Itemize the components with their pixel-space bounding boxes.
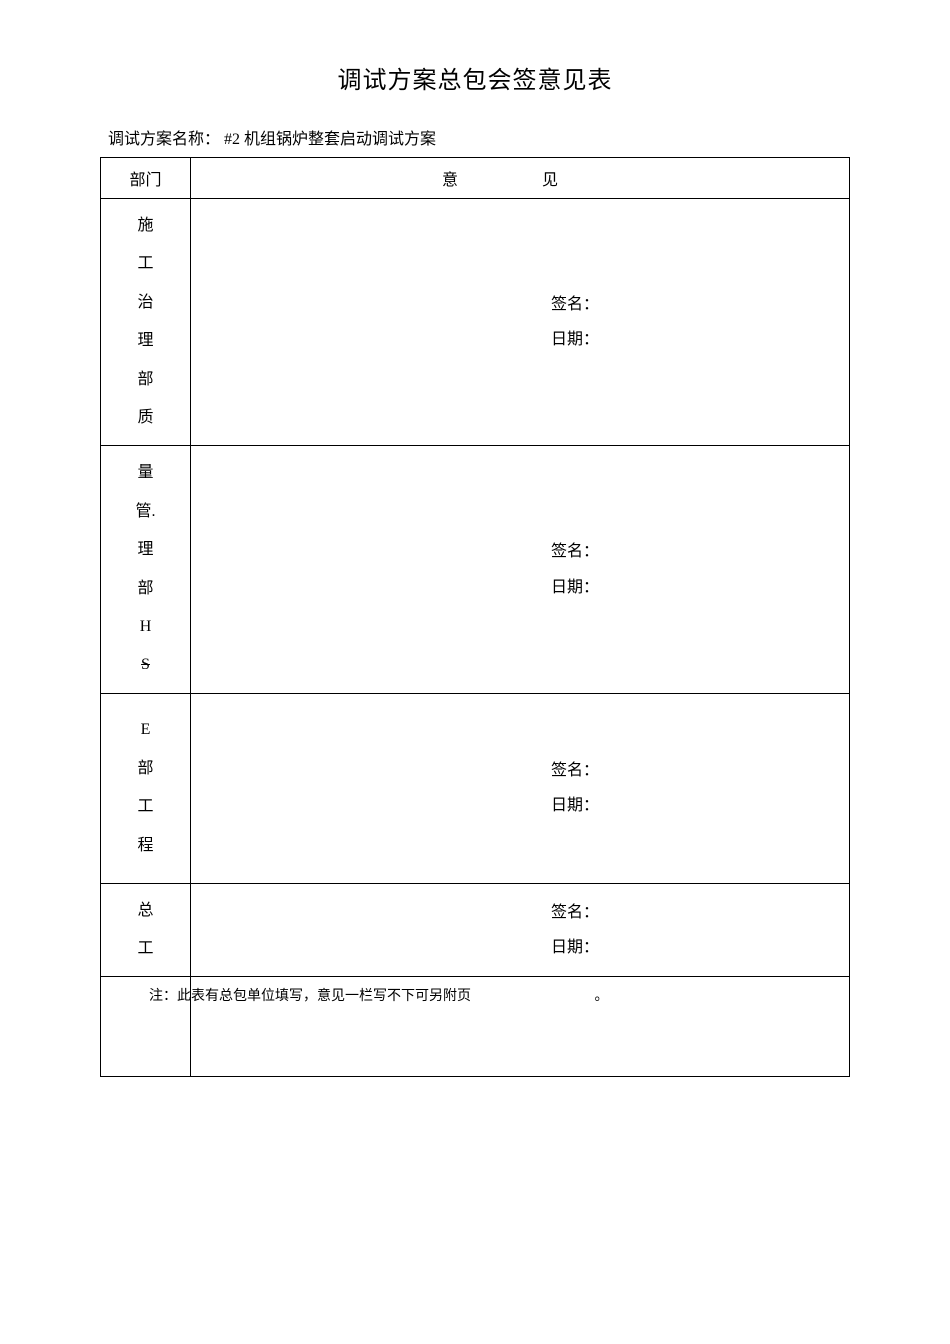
dept-label-2: 量 管. 理 部 H S xyxy=(101,454,190,684)
signature-label: 签名： xyxy=(551,895,829,930)
date-label: 日期： xyxy=(551,930,829,965)
dept-label-3: E 部 工 程 xyxy=(101,711,190,865)
opinion-cell-2: 签名： 日期： xyxy=(191,446,850,693)
dept-char: 质 xyxy=(137,399,153,437)
dept-cell-1: 施 工 治 理 部 质 xyxy=(101,199,191,446)
note-content: 注：此表有总包单位填写，意见一栏写不下可另附页 xyxy=(149,989,471,1004)
page-title: 调试方案总包会签意见表 xyxy=(100,60,850,95)
opinion-cell-1: 签名： 日期： xyxy=(191,199,850,446)
dept-char: 工 xyxy=(137,788,153,826)
dept-cell-4: 总 工 xyxy=(101,883,191,977)
dept-label-1: 施 工 治 理 部 质 xyxy=(101,207,190,437)
header-dept: 部门 xyxy=(101,158,191,199)
table-row: E 部 工 程 签名： 日期： xyxy=(101,693,850,883)
dept-char: 部 xyxy=(137,361,153,399)
dept-char: 工 xyxy=(137,245,153,283)
dept-char: 管. xyxy=(135,493,155,531)
date-label: 日期： xyxy=(551,788,829,823)
dept-char: H xyxy=(140,608,152,646)
subtitle-label: 调试方案名称： xyxy=(108,131,220,148)
dept-char: 工 xyxy=(137,930,153,968)
signature-label: 签名： xyxy=(551,287,829,322)
table-row: 施 工 治 理 部 质 签名： 日期： xyxy=(101,199,850,446)
date-label: 日期： xyxy=(551,322,829,357)
table-header-row: 部门 意 见 xyxy=(101,158,850,199)
signature-block-4: 签名： 日期： xyxy=(211,895,829,965)
table-row: 总 工 签名： 日期： xyxy=(101,883,850,977)
dept-char: 量 xyxy=(137,454,153,492)
opinion-cell-4: 签名： 日期： xyxy=(191,883,850,977)
dept-char: 部 xyxy=(137,750,153,788)
dept-char: 理 xyxy=(137,531,153,569)
dept-char: 程 xyxy=(137,827,153,865)
dept-char: 理 xyxy=(137,322,153,360)
dept-char: S xyxy=(141,646,150,684)
signature-block-1: 签名： 日期： xyxy=(211,287,829,357)
table-row: 量 管. 理 部 H S 签名： 日期： xyxy=(101,446,850,693)
opinion-table: 部门 意 见 施 工 治 理 部 质 签名： 日期： 量 管. 理 xyxy=(100,157,850,1077)
note-period: 。 xyxy=(595,985,609,1005)
dept-char: 施 xyxy=(137,207,153,245)
signature-block-3: 签名： 日期： xyxy=(211,753,829,823)
header-opinion: 意 见 xyxy=(191,158,850,199)
date-label: 日期： xyxy=(551,570,829,605)
signature-block-2: 签名： 日期： xyxy=(211,534,829,604)
dept-char: 部 xyxy=(137,570,153,608)
note-cell: 注：此表有总包单位填写，意见一栏写不下可另附页 。 xyxy=(191,977,850,1077)
subtitle-value: #2 机组锅炉整套启动调试方案 xyxy=(224,131,436,148)
dept-label-4: 总 工 xyxy=(101,892,190,969)
dept-char: 治 xyxy=(137,284,153,322)
dept-char: 总 xyxy=(137,892,153,930)
signature-label: 签名： xyxy=(551,534,829,569)
dept-cell-2: 量 管. 理 部 H S xyxy=(101,446,191,693)
opinion-cell-3: 签名： 日期： xyxy=(191,693,850,883)
dept-cell-3: E 部 工 程 xyxy=(101,693,191,883)
subtitle-row: 调试方案名称： #2 机组锅炉整套启动调试方案 xyxy=(100,125,850,149)
table-row: 注：此表有总包单位填写，意见一栏写不下可另附页 。 xyxy=(101,977,850,1077)
signature-label: 签名： xyxy=(551,753,829,788)
dept-char: E xyxy=(141,711,151,749)
note-text: 注：此表有总包单位填写，意见一栏写不下可另附页 。 xyxy=(149,989,609,1004)
